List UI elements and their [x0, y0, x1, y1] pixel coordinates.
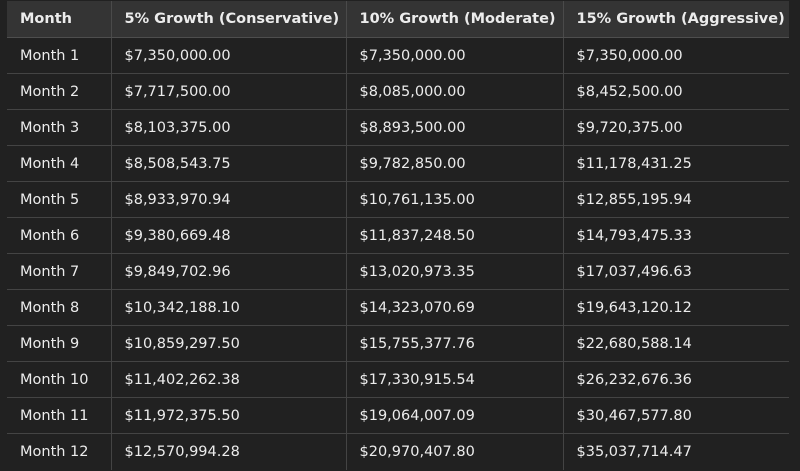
cell-15-percent: $19,643,120.12 [563, 289, 789, 326]
growth-projection-table: Month 5% Growth (Conservative) 10% Growt… [7, 1, 789, 470]
column-header-5-percent: 5% Growth (Conservative) [111, 1, 347, 38]
cell-10-percent: $19,064,007.09 [346, 397, 564, 434]
header-row: Month 5% Growth (Conservative) 10% Growt… [7, 1, 789, 38]
table-row: Month 6 $9,380,669.48 $11,837,248.50 $14,79… [7, 217, 789, 254]
cell-5-percent: $12,570,994.28 [111, 433, 347, 470]
table-row: Month 11 $11,972,375.50 $19,064,007.09 $30,… [7, 397, 789, 434]
cell-10-percent: $20,970,407.80 [346, 433, 564, 470]
column-header-month: Month [7, 1, 112, 38]
table-row: Month 3 $8,103,375.00 $8,893,500.00 $9,720,… [7, 109, 789, 146]
cell-month: Month 8 [7, 289, 112, 326]
cell-5-percent: $7,717,500.00 [111, 73, 347, 110]
cell-10-percent: $15,755,377.76 [346, 325, 564, 362]
column-header-10-percent: 10% Growth (Moderate) [346, 1, 564, 38]
table-body: Month 1 $7,350,000.00 $7,350,000.00 $7,350,… [7, 37, 789, 470]
cell-5-percent: $11,972,375.50 [111, 397, 347, 434]
cell-10-percent: $8,893,500.00 [346, 109, 564, 146]
cell-10-percent: $8,085,000.00 [346, 73, 564, 110]
cell-5-percent: $8,103,375.00 [111, 109, 347, 146]
table-row: Month 5 $8,933,970.94 $10,761,135.00 $12,85… [7, 181, 789, 218]
cell-5-percent: $7,350,000.00 [111, 37, 347, 74]
cell-month: Month 11 [7, 397, 112, 434]
cell-month: Month 2 [7, 73, 112, 110]
cell-5-percent: $9,849,702.96 [111, 253, 347, 290]
cell-15-percent: $9,720,375.00 [563, 109, 789, 146]
cell-15-percent: $12,855,195.94 [563, 181, 789, 218]
cell-month: Month 4 [7, 145, 112, 182]
cell-month: Month 9 [7, 325, 112, 362]
cell-10-percent: $10,761,135.00 [346, 181, 564, 218]
cell-15-percent: $35,037,714.47 [576, 443, 692, 460]
cell-month: Month 5 [7, 181, 112, 218]
cell-month: Month 12 [7, 433, 112, 470]
table-row: Month 12 $12,570,994.28 $20,970,407.80 $35,… [7, 433, 789, 470]
table-row: Month 4 $8,508,543.75 $9,782,850.00 $11,178… [7, 145, 789, 182]
column-header-15-percent: 15% Growth (Aggressive) [563, 1, 789, 38]
cell-10-percent: $9,782,850.00 [346, 145, 564, 182]
table-row: Month 10 $11,402,262.38 $17,330,915.54 $26,… [7, 361, 789, 398]
cell-10-percent: $7,350,000.00 [346, 37, 564, 74]
cell-month: Month 6 [7, 217, 112, 254]
table-row: Month 7 $9,849,702.96 $13,020,973.35 $17,03… [7, 253, 789, 290]
cell-month: Month 1 [7, 37, 112, 74]
cell-15-percent: $26,232,676.36 [563, 361, 789, 398]
cell-15-percent: $22,680,588.14 [563, 325, 789, 362]
cell-5-percent: $8,508,543.75 [111, 145, 347, 182]
cell-10-percent: $13,020,973.35 [346, 253, 564, 290]
cell-month: Month 10 [7, 361, 112, 398]
cell-15-percent: $7,350,000.00 [563, 37, 789, 74]
cell-5-percent: $10,342,188.10 [111, 289, 347, 326]
cell-15-percent: $11,178,431.25 [563, 145, 789, 182]
cell-15-percent: $8,452,500.00 [563, 73, 789, 110]
cell-5-percent: $10,859,297.50 [111, 325, 347, 362]
cell-month: Month 7 [7, 253, 112, 290]
cell-month: Month 3 [7, 109, 112, 146]
table-header: Month 5% Growth (Conservative) 10% Growt… [7, 1, 789, 38]
cell-10-percent: $11,837,248.50 [346, 217, 564, 254]
cell-15-percent: $14,793,475.33 [563, 217, 789, 254]
cell-15-percent: $17,037,496.63 [563, 253, 789, 290]
table-row: Month 2 $7,717,500.00 $8,085,000.00 $8,452,… [7, 73, 789, 110]
table-row: Month 9 $10,859,297.50 $15,755,377.76 $22,6… [7, 325, 789, 362]
cell-5-percent: $9,380,669.48 [111, 217, 347, 254]
table-row: Month 8 $10,342,188.10 $14,323,070.69 $19,6… [7, 289, 789, 326]
cell-10-percent: $17,330,915.54 [346, 361, 564, 398]
table-row: Month 1 $7,350,000.00 $7,350,000.00 $7,350,… [7, 37, 789, 74]
cell-15-percent: $30,467,577.80 [563, 397, 789, 434]
cell-10-percent: $14,323,070.69 [346, 289, 564, 326]
cell-5-percent: $11,402,262.38 [111, 361, 347, 398]
cell-5-percent: $8,933,970.94 [111, 181, 347, 218]
